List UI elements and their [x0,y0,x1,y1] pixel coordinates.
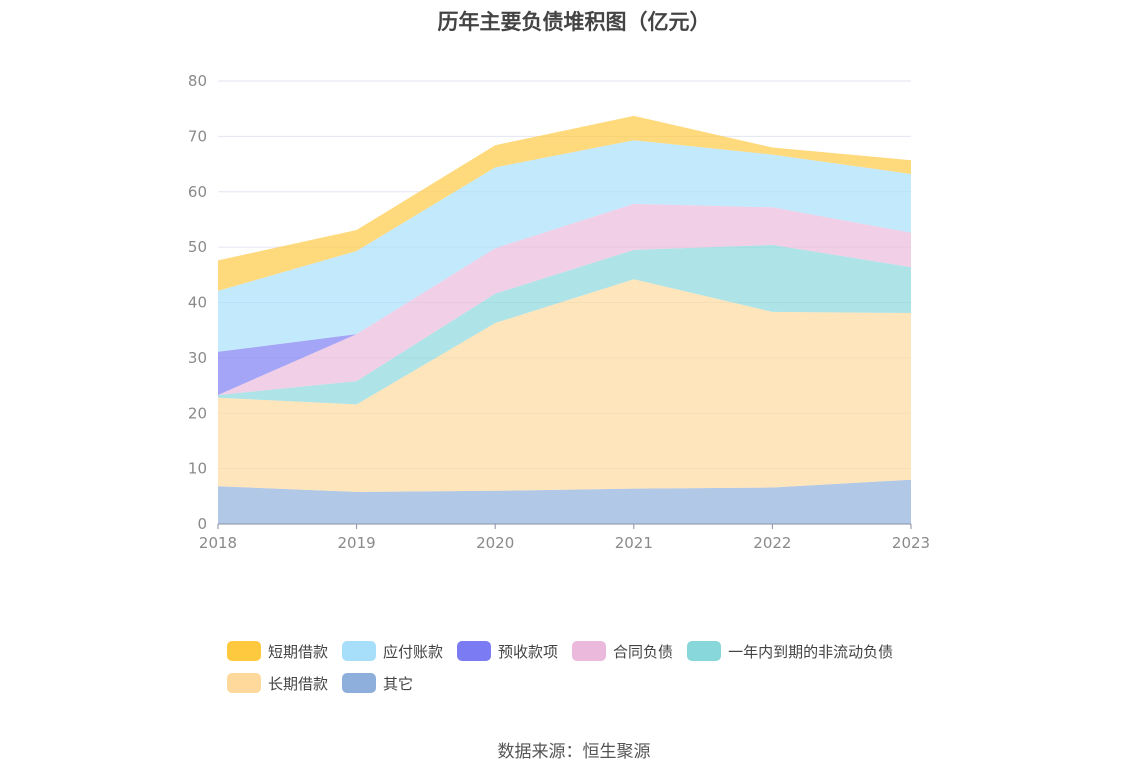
y-tick-label: 0 [197,515,207,533]
legend-item-long-term-loans[interactable]: 长期借款 [227,672,328,694]
area-series-1 [218,279,911,492]
area-series-6 [218,115,911,291]
x-tick-label: 2022 [753,534,791,552]
legend-swatch-long-term-loans [227,673,261,693]
area-series-5 [218,140,911,352]
chart-title: 历年主要负债堆积图（亿元） [437,10,711,34]
y-tick-label: 10 [188,460,207,478]
area-series-0 [218,479,911,524]
legend-swatch-current-portion-noncurrent [687,641,722,661]
area-series-3 [218,203,911,395]
legend: 短期借款 应付账款 预收款项 合同负债 一年内到期的非流动负债 长期借款 其它 [227,640,947,694]
legend-item-current-portion-noncurrent[interactable]: 一年内到期的非流动负债 [687,640,893,662]
legend-label-current-portion-noncurrent: 一年内到期的非流动负债 [728,642,894,661]
legend-label-long-term-loans: 长期借款 [268,674,329,693]
legend-item-other[interactable]: 其它 [342,672,413,694]
y-tick-label: 50 [188,238,207,256]
legend-swatch-short-term-loans [227,641,261,661]
legend-item-short-term-loans[interactable]: 短期借款 [227,640,328,662]
legend-swatch-advance-receipts [457,641,492,661]
x-tick-label: 2021 [615,534,653,552]
y-tick-label: 20 [188,404,207,422]
x-tick-label: 2020 [476,534,514,552]
x-tick-label: 2018 [199,534,237,552]
legend-item-accounts-payable[interactable]: 应付账款 [342,640,443,662]
legend-label-accounts-payable: 应付账款 [383,642,444,661]
legend-label-contract-liabilities: 合同负债 [613,642,674,661]
y-tick-label: 60 [188,183,207,201]
legend-label-short-term-loans: 短期借款 [268,642,329,661]
y-tick-label: 30 [188,349,207,367]
stacked-area-chart: 0 10 20 30 40 50 60 70 80 2018 2019 2020 2021 2022 202… [188,72,930,552]
data-source: 数据来源：恒生聚源 [497,742,651,762]
legend-label-other: 其它 [383,674,414,693]
legend-item-advance-receipts[interactable]: 预收款项 [457,640,558,662]
area-series-2 [218,244,911,405]
legend-swatch-contract-liabilities [572,641,607,661]
legend-swatch-other [342,673,377,693]
x-tick-label: 2019 [338,534,376,552]
legend-item-contract-liabilities[interactable]: 合同负债 [572,640,673,662]
legend-swatch-accounts-payable [342,641,377,661]
x-tick-label: 2023 [892,534,930,552]
legend-label-advance-receipts: 预收款项 [498,642,559,661]
y-tick-label: 40 [188,294,207,312]
y-tick-label: 80 [188,72,207,90]
y-tick-label: 70 [188,127,207,145]
